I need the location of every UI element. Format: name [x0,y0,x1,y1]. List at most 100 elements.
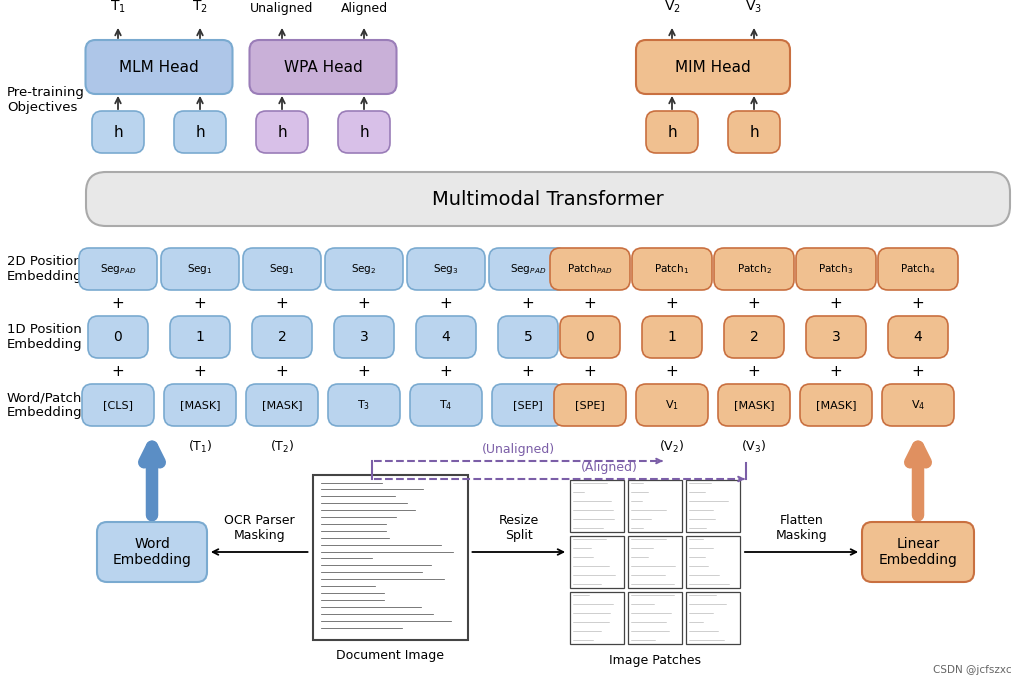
Text: T$_1$: T$_1$ [110,0,125,15]
Text: Document Image: Document Image [335,649,443,662]
FancyBboxPatch shape [174,111,226,153]
FancyBboxPatch shape [632,248,711,290]
Text: Word/Patch
Embedding: Word/Patch Embedding [7,391,83,419]
Text: (V$_2$): (V$_2$) [658,439,684,455]
Text: +: + [275,295,288,311]
Bar [686,480,739,532]
Text: Patch$_1$: Patch$_1$ [654,262,689,276]
FancyBboxPatch shape [713,248,793,290]
Text: +: + [911,295,923,311]
Text: +: + [439,295,452,311]
FancyBboxPatch shape [799,384,871,426]
Text: 5: 5 [523,330,532,344]
Bar [628,536,682,588]
FancyBboxPatch shape [78,248,157,290]
Text: h: h [666,124,677,139]
Text: h: h [195,124,205,139]
Text: Pre-training
Objectives: Pre-training Objectives [7,85,85,113]
FancyBboxPatch shape [333,316,393,358]
Text: MLM Head: MLM Head [119,60,199,74]
FancyBboxPatch shape [723,316,784,358]
Text: [SEP]: [SEP] [513,400,542,410]
Text: Linear
Embedding: Linear Embedding [877,537,957,567]
Text: Patch$_{PAD}$: Patch$_{PAD}$ [567,262,612,276]
Text: 2: 2 [749,330,758,344]
FancyBboxPatch shape [325,248,403,290]
Text: 2: 2 [277,330,286,344]
Text: +: + [358,295,370,311]
Text: +: + [911,363,923,379]
Text: Seg$_{PAD}$: Seg$_{PAD}$ [510,262,545,276]
FancyBboxPatch shape [636,40,790,94]
Bar [686,536,739,588]
Text: (V$_3$): (V$_3$) [741,439,766,455]
Text: Patch$_4$: Patch$_4$ [900,262,934,276]
Text: [MASK]: [MASK] [179,400,220,410]
Text: [CLS]: [CLS] [103,400,132,410]
FancyBboxPatch shape [92,111,144,153]
FancyBboxPatch shape [888,316,947,358]
Bar [312,475,467,640]
Bar [570,592,624,644]
Text: Seg$_2$: Seg$_2$ [351,262,376,276]
Text: +: + [665,363,678,379]
FancyBboxPatch shape [82,384,154,426]
Text: Unaligned: Unaligned [250,2,314,15]
Text: 3: 3 [360,330,368,344]
Text: [MASK]: [MASK] [815,400,855,410]
Bar [628,480,682,532]
Text: Aligned: Aligned [340,2,387,15]
Text: h: h [359,124,369,139]
Text: 4: 4 [441,330,450,344]
FancyBboxPatch shape [256,111,308,153]
Text: 1: 1 [196,330,204,344]
Text: 0: 0 [585,330,594,344]
FancyBboxPatch shape [246,384,318,426]
FancyBboxPatch shape [559,316,620,358]
Text: +: + [583,295,596,311]
FancyBboxPatch shape [636,384,707,426]
FancyBboxPatch shape [164,384,235,426]
FancyBboxPatch shape [549,248,630,290]
Text: +: + [194,363,206,379]
Text: (Unaligned): (Unaligned) [481,443,554,456]
Text: [MASK]: [MASK] [733,400,773,410]
FancyBboxPatch shape [97,522,207,582]
Text: T$_2$: T$_2$ [192,0,208,15]
Text: OCR Parser
Masking: OCR Parser Masking [224,514,294,542]
FancyBboxPatch shape [491,384,564,426]
Text: V$_3$: V$_3$ [745,0,762,15]
Text: Multimodal Transformer: Multimodal Transformer [432,190,663,208]
Text: Seg$_3$: Seg$_3$ [433,262,459,276]
FancyBboxPatch shape [416,316,476,358]
Text: (T$_2$): (T$_2$) [270,439,293,455]
Text: Image Patches: Image Patches [608,654,700,667]
FancyBboxPatch shape [877,248,957,290]
Text: +: + [665,295,678,311]
FancyBboxPatch shape [795,248,875,290]
Text: Patch$_2$: Patch$_2$ [736,262,770,276]
FancyBboxPatch shape [328,384,399,426]
Text: 1D Position
Embedding: 1D Position Embedding [7,323,83,351]
Text: [MASK]: [MASK] [262,400,302,410]
Text: +: + [521,295,534,311]
Text: [SPE]: [SPE] [575,400,604,410]
FancyBboxPatch shape [86,40,232,94]
FancyBboxPatch shape [717,384,790,426]
Text: +: + [828,295,842,311]
Text: 1: 1 [666,330,676,344]
Text: Seg$_1$: Seg$_1$ [187,262,213,276]
Text: +: + [747,295,759,311]
FancyBboxPatch shape [728,111,780,153]
Text: +: + [439,363,452,379]
Text: +: + [275,363,288,379]
FancyBboxPatch shape [243,248,321,290]
FancyBboxPatch shape [645,111,697,153]
Text: (T$_1$): (T$_1$) [187,439,212,455]
FancyBboxPatch shape [252,316,312,358]
Text: +: + [358,363,370,379]
Text: h: h [277,124,286,139]
Text: +: + [111,363,124,379]
Text: Patch$_3$: Patch$_3$ [817,262,853,276]
Text: +: + [583,363,596,379]
